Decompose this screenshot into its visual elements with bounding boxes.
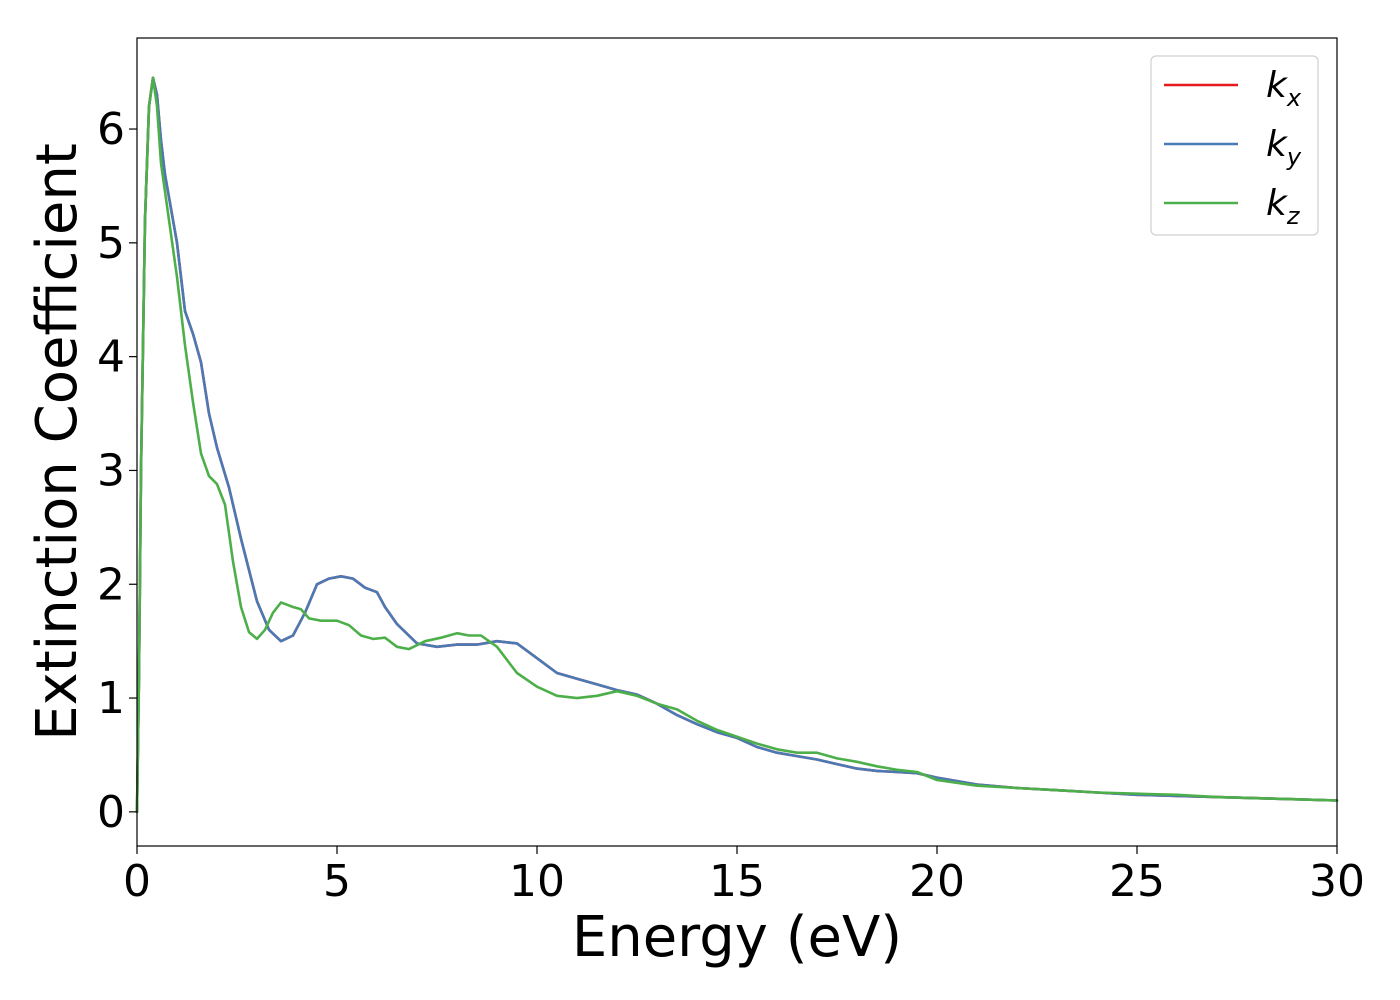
- y-tick-label: 2: [97, 559, 125, 610]
- plot-lines: [135, 76, 1339, 814]
- x-tick-label: 20: [909, 856, 965, 907]
- y-tick-label: 1: [97, 673, 125, 724]
- y-tick-label: 0: [97, 787, 125, 838]
- x-axis-label: Energy (eV): [572, 905, 902, 970]
- legend-box: [1150, 55, 1319, 236]
- series-line-kz: [135, 76, 1339, 814]
- x-tick-label: 10: [509, 856, 565, 907]
- y-tick-label: 4: [97, 332, 125, 383]
- y-tick-label: 3: [97, 445, 125, 496]
- y-axis-label: Extinction Coefficient: [25, 143, 90, 741]
- axis-ticks: 0 5 10 15 20 25 30 0 1 2 3 4 5 6: [97, 104, 1365, 907]
- y-tick-label: 5: [97, 218, 125, 269]
- y-tick-label: 6: [97, 104, 125, 155]
- x-tick-label: 5: [323, 856, 351, 907]
- x-tick-label: 15: [709, 856, 765, 907]
- x-tick-label: 25: [1109, 856, 1165, 907]
- series-line-ky: [135, 76, 1339, 814]
- x-tick-label: 30: [1309, 856, 1365, 907]
- x-tick-label: 0: [123, 856, 151, 907]
